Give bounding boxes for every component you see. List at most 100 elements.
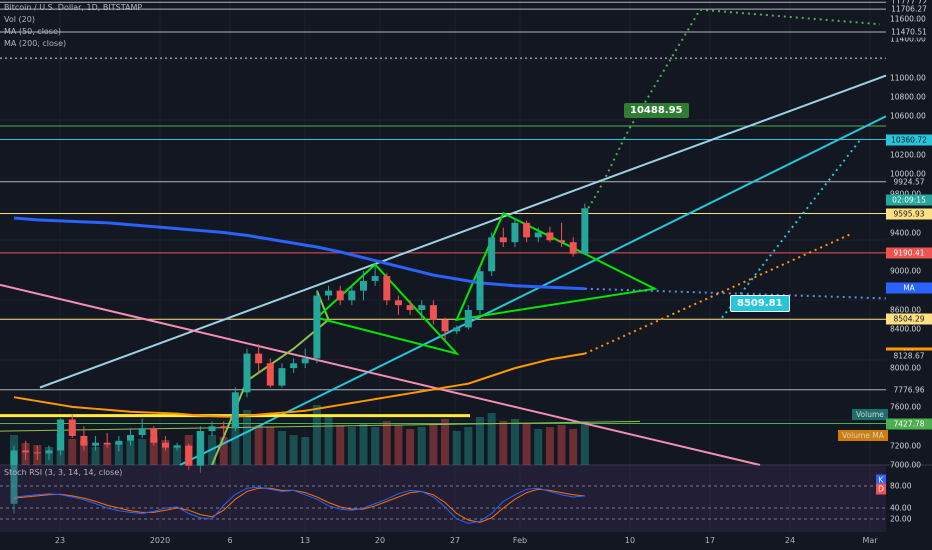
symbol-title[interactable]: Bitcoin / U.S. Dollar, 1D, BITSTAMP [4, 3, 143, 12]
volume-bar [312, 405, 321, 465]
candle-body [161, 442, 169, 448]
price-tag: 9190.41 [886, 247, 932, 259]
candle-body [208, 426, 216, 432]
volume-bar [569, 429, 578, 465]
price-tag: MA [886, 282, 932, 294]
candle-body [499, 237, 507, 243]
price-tick: 8400.00 [890, 324, 922, 334]
volume-bar [441, 419, 450, 465]
candle-body [33, 452, 41, 454]
ma50-line [13, 352, 586, 418]
price-tag: 8128.67 [886, 350, 932, 362]
candle-body [127, 434, 134, 441]
volume-bar [417, 427, 426, 465]
price-tag: 7427.78 [886, 418, 932, 430]
legend-vol[interactable]: Vol (20) [4, 15, 35, 24]
rsi-axis[interactable]: 80.00 40.00 20.00 K D [876, 465, 932, 532]
chart-legend: Bitcoin / U.S. Dollar, 1D, BITSTAMP Vol … [4, 2, 142, 50]
volume-bar [580, 421, 589, 465]
time-tick: Feb [512, 536, 528, 545]
stoch-d-line [13, 487, 585, 523]
candle-body [534, 232, 542, 238]
price-tag: 8504.29 [886, 313, 932, 325]
price-tick: 10800.00 [890, 92, 926, 102]
candle-body [80, 435, 88, 446]
price-tick: 8600.00 [890, 305, 922, 315]
candle-body [196, 431, 204, 466]
trend-line [0, 420, 641, 432]
candle-body [406, 305, 414, 310]
candle-body [243, 353, 251, 393]
candle-body [511, 222, 519, 243]
legend-ma200[interactable]: MA (200, close) [4, 39, 67, 48]
volume-bar [371, 427, 380, 465]
rsi-series-tag: D [876, 483, 886, 495]
volume-bar [359, 423, 368, 465]
candle-body [464, 310, 472, 328]
candle-body [173, 445, 181, 448]
price-tick: 10000.00 [890, 169, 926, 179]
price-tick: 9000.00 [890, 266, 922, 276]
projection-paths [584, 8, 887, 355]
target-callout-down[interactable]: 8509.81 [730, 295, 790, 312]
volume-bar [324, 415, 333, 465]
stoch-rsi-legend[interactable]: Stoch RSI (3, 3, 14, 14, close) [4, 468, 123, 477]
rsi-tick: 20.00 [890, 514, 912, 524]
candle-body [569, 242, 577, 254]
candle-body [558, 240, 566, 243]
volume-bars [10, 405, 589, 465]
candle-body [476, 271, 484, 310]
harmonic-pattern [455, 211, 658, 321]
volume-bar [79, 441, 88, 465]
time-tick: 10 [624, 536, 636, 545]
ma200-line [13, 216, 585, 291]
target-callout-up[interactable]: 10488.95 [624, 103, 689, 118]
candle-body [185, 445, 193, 466]
volume-bar [464, 427, 473, 465]
candle-body [429, 305, 437, 320]
volume-bar [277, 431, 286, 465]
time-axis[interactable]: 23 2020 6 13 20 27 Feb 10 17 24 Mar [0, 532, 932, 550]
volume-bar [347, 427, 356, 465]
grid-lines [0, 0, 932, 532]
rsi-series-tag: K [876, 474, 886, 486]
price-tick: 11600.00 [890, 14, 926, 24]
projection-bear [721, 136, 863, 319]
volume-bar [68, 439, 77, 465]
candle-body [103, 442, 111, 445]
candle-body [546, 232, 554, 241]
volume-bar [394, 425, 403, 465]
volume-bar [243, 410, 251, 465]
price-tag: 02:09:15 [886, 194, 932, 206]
candle-body [255, 353, 263, 364]
price-tag: 11706.27 [886, 3, 932, 15]
candle-body [290, 363, 298, 369]
price-tick: 9400.00 [890, 228, 922, 237]
price-tag: 9595.93 [886, 208, 932, 219]
volume-bar [522, 423, 531, 465]
price-tick: 9800.00 [890, 189, 921, 198]
volume-ma-label: Volume MA [838, 430, 888, 441]
volume-bar [149, 437, 158, 465]
price-tick: 11000.00 [890, 73, 926, 82]
price-tick: 8000.00 [890, 363, 922, 373]
candle-body [68, 419, 76, 436]
time-tick: Mar [862, 536, 878, 545]
price-tag: 10360.72 [886, 134, 932, 145]
candle-body [360, 280, 367, 291]
legend-ma50[interactable]: MA (50, close) [4, 27, 62, 36]
candle-body [348, 290, 356, 301]
volume-bar [219, 437, 228, 465]
candle-body [57, 419, 65, 451]
volume-bar [336, 425, 345, 465]
volume-bar [499, 421, 508, 465]
price-tick: 7000.00 [890, 460, 922, 470]
trend-drawings [0, 74, 887, 466]
price-tick: 11400.00 [890, 34, 926, 44]
price-axis[interactable]: 11600.00 11400.00 11000.00 10800.00 10600.00… [886, 0, 932, 470]
volume-bar [301, 437, 310, 465]
volume-bar [382, 421, 391, 465]
ma200-projection [584, 287, 887, 300]
candle-body [488, 237, 496, 272]
